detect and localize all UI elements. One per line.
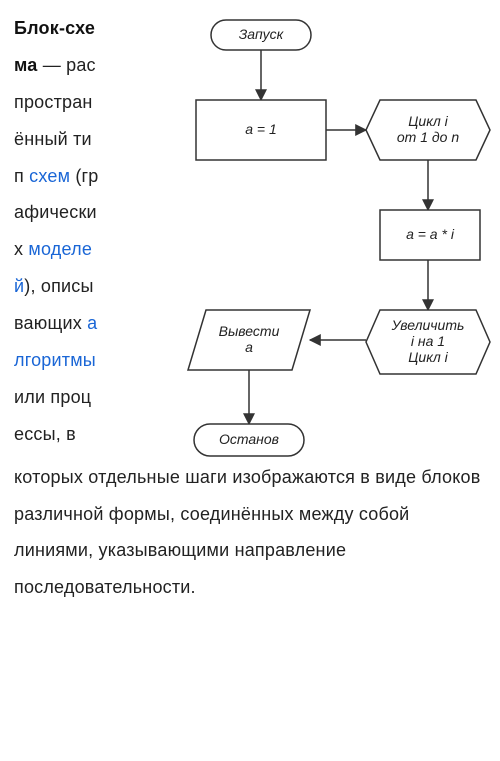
- svg-text:Цикл i: Цикл i: [408, 113, 448, 129]
- svg-text:a: a: [245, 339, 253, 355]
- paragraph-column: Блок-схема — распространённый тип схем (…: [0, 0, 100, 453]
- svg-text:a = 1: a = 1: [245, 121, 277, 137]
- svg-text:Цикл i: Цикл i: [408, 349, 448, 365]
- paragraph-dash: —: [38, 55, 67, 75]
- node-init: a = 1: [196, 100, 326, 160]
- link-schemes[interactable]: схем: [29, 166, 70, 186]
- paragraph-t4: или процессы, в: [14, 387, 91, 444]
- svg-text:a = a * i: a = a * i: [406, 226, 455, 242]
- svg-text:Вывести: Вывести: [219, 323, 280, 339]
- node-output: Вывестиa: [188, 310, 310, 370]
- svg-text:от 1 до n: от 1 до n: [397, 129, 459, 145]
- svg-text:Останов: Останов: [219, 431, 279, 447]
- node-loop2: Увеличитьi на 1Цикл i: [366, 310, 490, 374]
- svg-text:Увеличить: Увеличить: [391, 317, 465, 333]
- svg-text:i на 1: i на 1: [411, 333, 445, 349]
- node-loop1: Цикл iот 1 до n: [366, 100, 490, 160]
- page: Блок-схема — распространённый тип схем (…: [0, 0, 500, 761]
- node-body: a = a * i: [380, 210, 480, 260]
- svg-text:Запуск: Запуск: [239, 26, 285, 42]
- node-start: Запуск: [211, 20, 311, 50]
- node-stop: Останов: [194, 424, 304, 456]
- flowchart-diagram: Запускa = 1Цикл iот 1 до na = a * iУвели…: [108, 8, 492, 508]
- paragraph-t3: ), описывающих: [14, 276, 94, 333]
